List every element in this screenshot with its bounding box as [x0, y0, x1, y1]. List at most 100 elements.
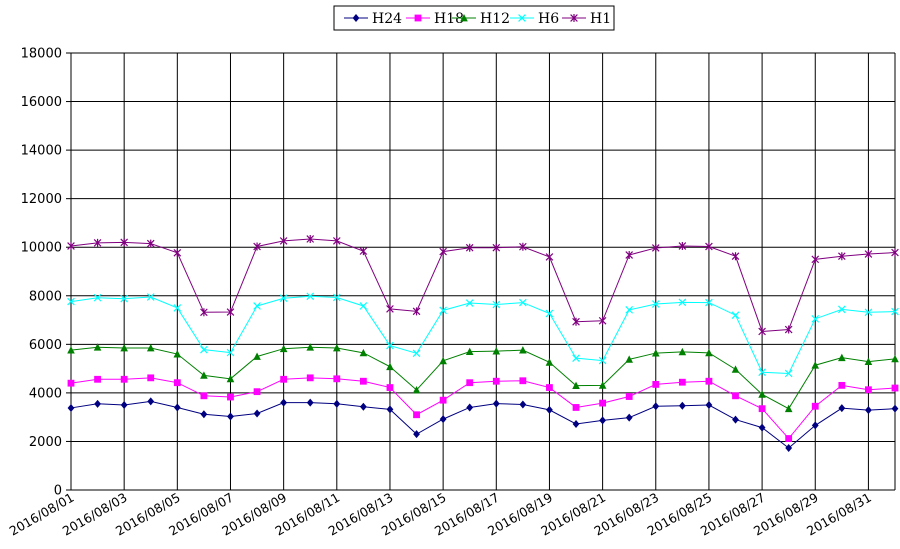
y-tick-label: 2000 — [29, 435, 62, 450]
data-point — [625, 413, 633, 422]
y-tick-label: 4000 — [29, 386, 62, 401]
data-point — [652, 380, 660, 388]
data-point — [413, 430, 420, 439]
data-point — [758, 368, 766, 377]
data-point — [120, 401, 128, 410]
data-point — [439, 306, 447, 315]
data-point — [519, 298, 527, 307]
data-point — [200, 308, 208, 317]
data-point — [838, 305, 846, 314]
y-tick-label: 8000 — [29, 289, 62, 304]
data-point — [332, 236, 341, 245]
legend-label: H1 — [590, 11, 611, 27]
data-point — [147, 374, 155, 382]
legend-marker — [570, 14, 578, 22]
data-point — [200, 392, 208, 400]
data-point — [253, 409, 261, 418]
series-line — [70, 295, 896, 374]
y-tick-label: 12000 — [21, 192, 62, 207]
data-point — [545, 309, 554, 318]
y-tick-labels: 0 2000 4000 6000 8000 10000 12000 14000 16000 180… — [21, 47, 62, 499]
data-point — [333, 375, 341, 383]
data-point — [732, 415, 739, 424]
y-tick-label: 16000 — [21, 95, 62, 110]
series-line — [70, 400, 896, 449]
legend-item-h12: H12 — [452, 11, 510, 27]
data-point — [865, 406, 872, 415]
data-point — [306, 374, 314, 382]
data-point — [386, 341, 394, 350]
data-point — [120, 238, 128, 247]
data-point — [94, 375, 101, 383]
data-point — [412, 307, 421, 316]
data-point — [67, 346, 75, 354]
data-point — [67, 297, 75, 306]
data-point — [546, 405, 553, 414]
series-h6 — [67, 292, 899, 378]
data-point — [652, 402, 660, 411]
data-point — [572, 381, 580, 390]
data-point — [625, 250, 634, 259]
data-point — [465, 299, 474, 307]
data-point — [651, 349, 660, 357]
data-point — [226, 308, 235, 317]
legend-marker — [352, 14, 360, 22]
data-point — [227, 412, 234, 421]
series-h12 — [67, 343, 899, 413]
data-point — [226, 374, 235, 383]
data-point — [412, 349, 421, 358]
data-point — [598, 356, 607, 365]
data-point — [386, 405, 394, 414]
legend-marker — [460, 14, 468, 22]
data-point — [492, 347, 501, 355]
data-point — [173, 403, 181, 412]
data-point — [758, 390, 766, 398]
data-point — [359, 402, 367, 411]
data-point — [173, 304, 182, 312]
data-point — [253, 352, 261, 360]
data-point — [785, 435, 793, 442]
data-point — [492, 377, 500, 385]
data-point — [226, 348, 235, 357]
legend: H24 H18 H12 H6 H1 — [333, 5, 615, 31]
data-point — [200, 371, 208, 379]
data-point — [599, 399, 607, 407]
data-point — [67, 403, 75, 412]
data-point — [227, 393, 234, 401]
data-point — [465, 347, 474, 356]
series-group — [67, 234, 899, 452]
data-point — [678, 242, 687, 251]
data-point — [280, 375, 288, 383]
data-point — [784, 325, 793, 334]
data-point — [705, 401, 713, 410]
data-point — [492, 243, 501, 252]
data-point — [811, 255, 820, 264]
data-point — [93, 343, 102, 351]
data-point — [359, 348, 368, 357]
data-point — [386, 362, 394, 371]
legend-label: H6 — [538, 11, 559, 27]
data-point — [519, 346, 527, 354]
data-point — [598, 381, 607, 389]
data-point — [546, 384, 553, 391]
data-point — [332, 293, 341, 302]
series-line — [70, 377, 896, 440]
data-point — [865, 386, 872, 394]
data-point — [705, 377, 713, 385]
series-line — [70, 346, 896, 410]
data-point — [306, 398, 314, 407]
y-tick-label: 6000 — [29, 338, 62, 353]
data-point — [838, 381, 846, 389]
data-point — [120, 343, 128, 352]
data-point — [333, 343, 341, 352]
data-point — [200, 410, 208, 419]
data-point — [359, 377, 367, 385]
data-point — [572, 419, 580, 428]
data-point — [731, 311, 740, 320]
data-point — [838, 252, 846, 261]
data-point — [625, 393, 633, 400]
data-point — [67, 242, 75, 251]
data-point — [519, 242, 527, 251]
data-point — [120, 294, 128, 303]
